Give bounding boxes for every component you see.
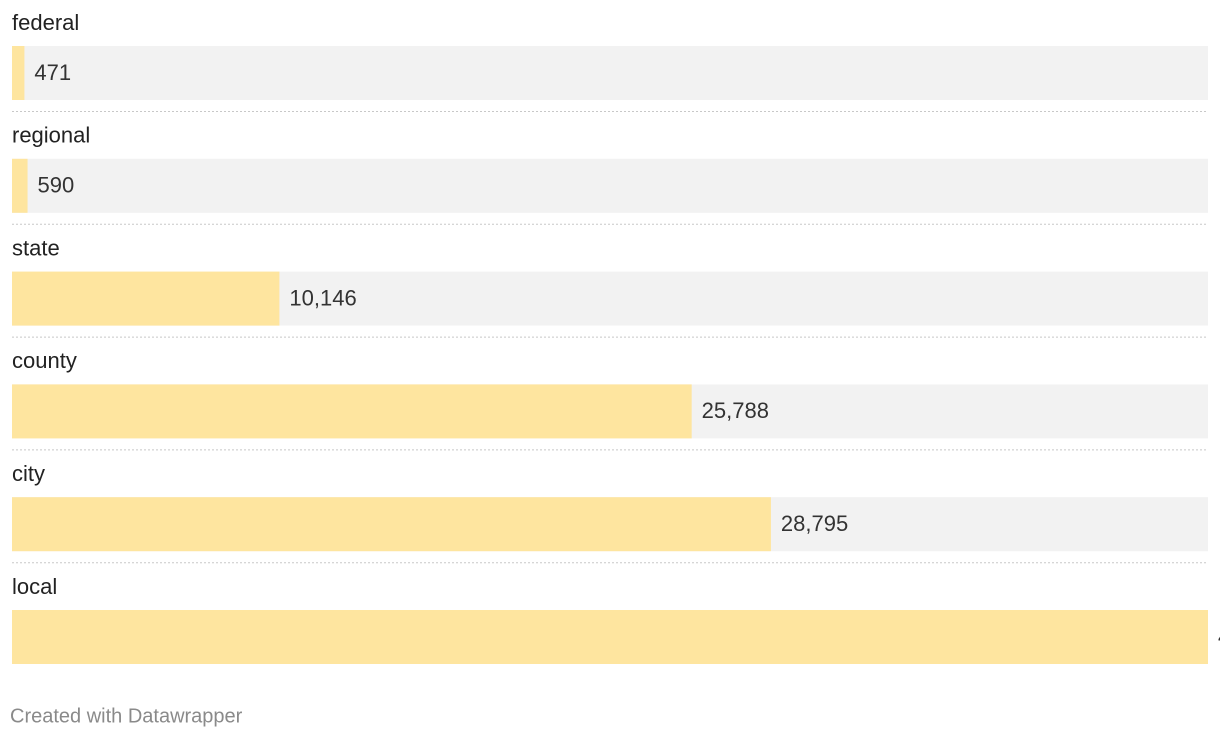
bar	[12, 610, 1208, 664]
value-label: 471	[34, 60, 71, 85]
bar-track	[12, 46, 1208, 100]
bar	[12, 384, 692, 439]
value-label: 590	[38, 173, 75, 198]
category-label: city	[12, 461, 45, 486]
bar	[12, 158, 28, 213]
value-label: 10,146	[289, 285, 356, 310]
category-label: federal	[12, 10, 79, 35]
category-label: state	[12, 235, 60, 260]
bar	[12, 497, 771, 552]
category-label: regional	[12, 123, 90, 148]
value-label: 28,795	[781, 511, 848, 536]
category-label: local	[12, 574, 57, 599]
bar-track	[12, 158, 1208, 213]
value-label: 25,788	[702, 398, 769, 423]
bar	[12, 271, 280, 326]
source-note: Created with Datawrapper	[10, 705, 243, 727]
bar	[12, 46, 25, 100]
category-label: county	[12, 348, 77, 373]
value-label: 45,378	[1218, 624, 1220, 649]
